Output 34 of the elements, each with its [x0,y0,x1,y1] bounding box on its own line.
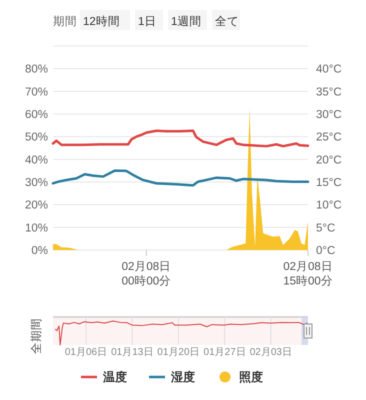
y2-tick-label: 0°C [316,245,336,257]
x-tick-label: 02月08日 15時00分 [283,260,333,288]
legend-label: 照度 [239,370,263,384]
y2-tick-label: 10°C [316,200,342,212]
y-tick-label: 40% [24,154,48,166]
text: 全て [215,15,239,28]
x-tick-label: 01月20日 [157,347,200,358]
x-tick-label: 02月03日 [250,347,292,358]
text: 12時間 [83,15,120,28]
legend-label: 温度 [102,370,127,384]
y-tick-label: 20% [24,200,48,212]
x-tick-label: 01月27日 [204,347,246,358]
y-tick-label: 60% [24,109,48,121]
y-tick-label: 70% [24,86,48,98]
x-tick-label: 01月06日 [64,347,108,358]
y2-tick-label: 25°C [316,132,342,144]
y2-tick-label: 20°C [316,154,342,166]
text: 1日 [138,15,156,28]
y-axis-title: 全期間 [30,318,43,354]
y2-tick-label: 5°C [316,222,336,234]
y2-tick-label: 40°C [316,64,342,76]
y-tick-label: 10% [24,222,48,234]
y2-tick-label: 30°C [316,109,342,121]
y-tick-label: 80% [24,64,48,76]
text: 期間 [53,15,77,28]
y2-tick-label: 15°C [316,177,342,189]
x-tick-label: 01月13日 [111,347,154,358]
legend-label: 湿度 [170,370,195,384]
y-tick-label: 30% [24,177,48,189]
y-tick-label: 0% [31,245,48,257]
y-tick-label: 50% [24,132,48,144]
x-tick-label: 02月08日 00時00分 [122,260,172,288]
y2-tick-label: 35°C [316,86,342,98]
text: 1週間 [171,15,202,28]
